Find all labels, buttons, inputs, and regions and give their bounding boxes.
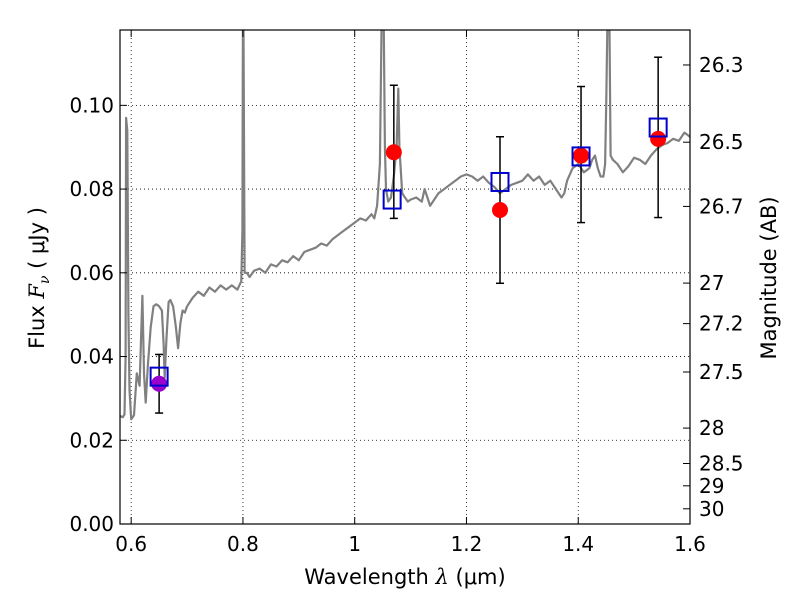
observed-point bbox=[650, 130, 667, 147]
y-tick-label: 0.04 bbox=[69, 345, 114, 369]
y-axis-label: Flux Fν ( μJy ) bbox=[25, 207, 53, 349]
model-box bbox=[382, 189, 402, 210]
x-tick-label: 1.4 bbox=[562, 532, 594, 556]
y2-tick-label: 27.5 bbox=[699, 360, 744, 384]
x-tick-label: 1.6 bbox=[674, 532, 706, 556]
y-tick-label: 0.08 bbox=[69, 177, 114, 201]
x-axis: 0.6 0.8 1 1.2 1.4 1.6 bbox=[115, 30, 706, 556]
observed-points bbox=[151, 130, 667, 392]
model-box bbox=[571, 146, 591, 167]
y2-tick-label: 30 bbox=[699, 497, 724, 521]
y2-tick-label: 27 bbox=[699, 271, 724, 295]
y2-axis-label: Magnitude (AB) bbox=[757, 196, 781, 359]
y-axis: 0.00 0.02 0.04 0.06 0.08 0.10 bbox=[69, 93, 127, 536]
model-box bbox=[648, 117, 668, 138]
plot-frame bbox=[119, 29, 691, 525]
spectrum-line bbox=[120, 30, 690, 421]
y2-tick-label: 26.3 bbox=[699, 53, 744, 77]
x-tick-label: 1 bbox=[348, 532, 361, 556]
y-tick-label: 0.06 bbox=[69, 261, 114, 285]
grid-lines bbox=[120, 30, 690, 524]
model-box bbox=[490, 171, 510, 192]
y2-tick-label: 28.5 bbox=[699, 451, 744, 475]
model-box bbox=[149, 366, 169, 387]
y2-tick-label: 27.2 bbox=[699, 312, 744, 336]
x-axis-label: Wavelength λ (μm) bbox=[304, 565, 505, 589]
y2-tick-label: 26.7 bbox=[699, 194, 744, 218]
y-tick-label: 0.02 bbox=[69, 428, 114, 452]
y2-tick-label: 29 bbox=[699, 474, 724, 498]
error-bars bbox=[155, 56, 663, 414]
y-tick-label: 0.10 bbox=[69, 93, 114, 117]
spectrum-layer bbox=[120, 30, 690, 421]
observed-point bbox=[151, 375, 168, 392]
x-tick-label: 0.8 bbox=[227, 532, 259, 556]
observed-point bbox=[573, 147, 590, 164]
x-tick-label: 0.6 bbox=[115, 532, 147, 556]
y2-tick-label: 28 bbox=[699, 416, 724, 440]
observed-point bbox=[385, 144, 402, 161]
y-tick-label: 0.00 bbox=[69, 512, 114, 536]
observed-point bbox=[492, 202, 508, 219]
y2-tick-label: 26.5 bbox=[699, 130, 744, 154]
model-boxes bbox=[149, 117, 668, 387]
x-tick-label: 1.2 bbox=[451, 532, 483, 556]
